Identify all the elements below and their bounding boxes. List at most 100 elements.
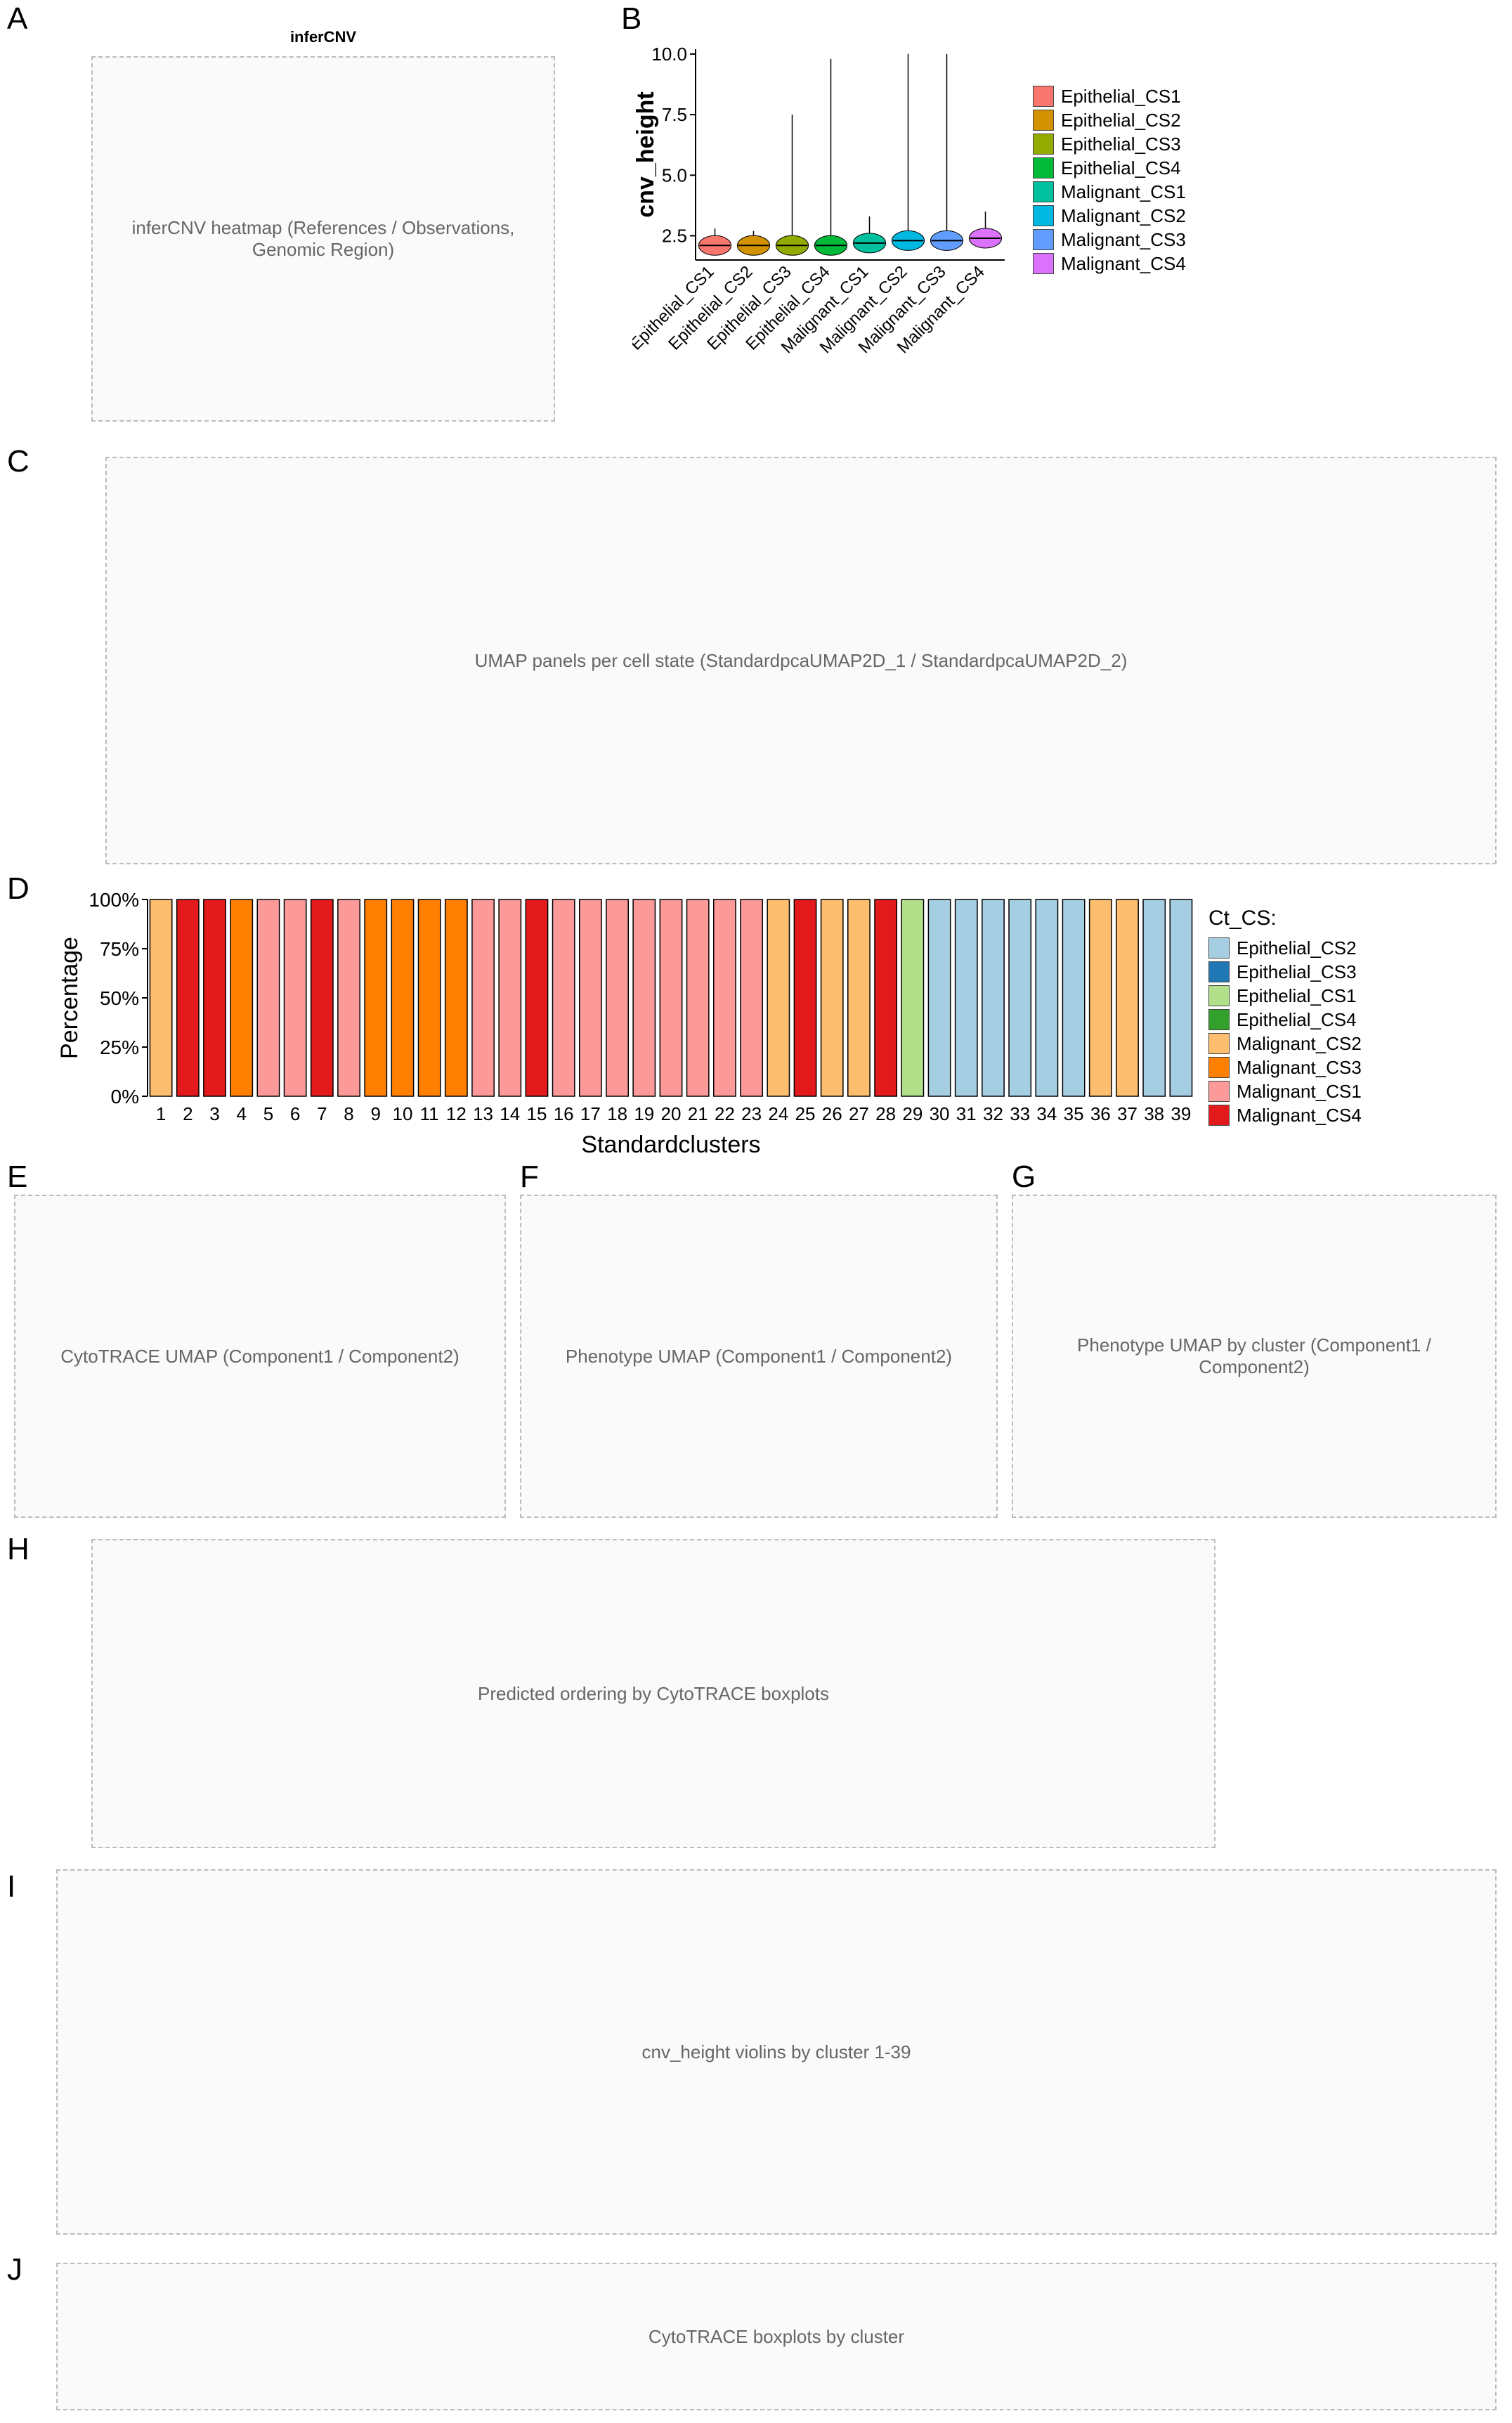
bar-segment xyxy=(1035,899,1059,1097)
panel-b-legend: Epithelial_CS1 Epithelial_CS2 Epithelial_C… xyxy=(1033,84,1186,275)
x-tick-label: 22 xyxy=(715,1103,735,1124)
y-tick-label: 25% xyxy=(100,1037,139,1058)
y-tick-label: 0% xyxy=(111,1086,139,1107)
x-tick-label: 30 xyxy=(930,1103,950,1124)
bar-segment xyxy=(740,899,764,1097)
x-tick-label: 38 xyxy=(1144,1103,1164,1124)
x-tick-label: 5 xyxy=(263,1103,273,1124)
y-tick-label: 5.0 xyxy=(662,164,687,186)
x-tick-label: 6 xyxy=(290,1103,300,1124)
legend-item: Epithelial_CS1 xyxy=(1208,984,1362,1008)
legend-label: Malignant_CS4 xyxy=(1237,1104,1362,1126)
infercnv-title: inferCNV xyxy=(289,28,357,46)
legend-swatch xyxy=(1033,253,1054,274)
x-tick-label: 33 xyxy=(1010,1103,1030,1124)
x-tick-label: 20 xyxy=(661,1103,682,1124)
legend-swatch xyxy=(1208,1105,1230,1126)
bar-segment xyxy=(552,899,575,1097)
x-tick-label: 19 xyxy=(634,1103,654,1124)
legend-swatch xyxy=(1033,86,1054,107)
bar-segment xyxy=(927,899,951,1097)
y-tick-label: 100% xyxy=(89,889,139,911)
panel-label-f: F xyxy=(520,1159,539,1194)
panel-label-a: A xyxy=(7,1,28,36)
legend-swatch xyxy=(1208,1081,1230,1102)
panel-i-placeholder: cnv_height violins by cluster 1-39 xyxy=(56,1869,1497,2235)
legend-swatch xyxy=(1033,181,1054,202)
bar-segment xyxy=(632,899,656,1097)
bar-segment xyxy=(471,899,495,1097)
legend-label: Epithelial_CS3 xyxy=(1237,961,1357,982)
bar-segment xyxy=(1062,899,1086,1097)
legend-item: Malignant_CS1 xyxy=(1208,1079,1362,1103)
bar-segment xyxy=(606,899,630,1097)
bar-segment xyxy=(820,899,844,1097)
bar-segment xyxy=(982,899,1005,1097)
legend-item: Epithelial_CS4 xyxy=(1208,1008,1362,1032)
bar-segment xyxy=(901,899,925,1097)
y-tick-label: 2.5 xyxy=(662,226,687,247)
bar-segment xyxy=(498,899,522,1097)
legend-swatch xyxy=(1033,134,1054,155)
y-tick-label: 7.5 xyxy=(662,104,687,125)
x-tick-label: 3 xyxy=(209,1103,219,1124)
legend-label: Malignant_CS1 xyxy=(1237,1080,1362,1102)
panel-label-e: E xyxy=(7,1159,28,1194)
legend-item: Malignant_CS2 xyxy=(1208,1032,1362,1055)
x-axis-label: Standardclusters xyxy=(581,1131,760,1158)
x-tick-label: 23 xyxy=(741,1103,762,1124)
panel-label-h: H xyxy=(7,1532,30,1566)
legend-swatch xyxy=(1208,961,1230,982)
legend-item: Malignant_CS4 xyxy=(1208,1103,1362,1127)
legend-swatch xyxy=(1208,985,1230,1006)
x-tick-label: 39 xyxy=(1171,1103,1191,1124)
legend-label: Malignant_CS2 xyxy=(1061,204,1186,226)
legend-item: Malignant_CS3 xyxy=(1033,228,1186,252)
bar-segment xyxy=(1088,899,1112,1097)
x-tick-label: 31 xyxy=(956,1103,977,1124)
legend-item: Epithelial_CS3 xyxy=(1033,132,1186,156)
x-tick-label: 17 xyxy=(580,1103,601,1124)
infercnv-heatmap-placeholder: inferCNV heatmap (References / Observati… xyxy=(91,56,555,422)
legend-label: Epithelial_CS4 xyxy=(1237,1008,1357,1030)
y-tick-label: 50% xyxy=(100,987,139,1009)
legend-label: Epithelial_CS2 xyxy=(1237,937,1357,959)
x-tick-label: 32 xyxy=(983,1103,1003,1124)
bar-segment xyxy=(1142,899,1166,1097)
bar-segment xyxy=(847,899,871,1097)
x-tick-label: 11 xyxy=(420,1103,439,1124)
y-tick-label: 10.0 xyxy=(651,44,687,65)
y-tick-label: 75% xyxy=(100,938,139,960)
x-tick-label: 9 xyxy=(371,1103,381,1124)
x-tick-label: 15 xyxy=(527,1103,547,1124)
bar-segment xyxy=(1116,899,1139,1097)
legend-label: Epithelial_CS1 xyxy=(1237,985,1357,1006)
legend-label: Malignant_CS3 xyxy=(1061,228,1186,250)
x-tick-label: 36 xyxy=(1090,1103,1111,1124)
bar-segment xyxy=(659,899,683,1097)
panel-label-i: I xyxy=(7,1869,16,1904)
legend-label: Malignant_CS2 xyxy=(1237,1032,1362,1054)
panel-h-placeholder: Predicted ordering by CytoTRACE boxplots xyxy=(91,1539,1216,1848)
x-tick-label: 4 xyxy=(236,1103,246,1124)
x-tick-label: 1 xyxy=(156,1103,166,1124)
bar-segment xyxy=(444,899,468,1097)
legend-item: Malignant_CS2 xyxy=(1033,204,1186,228)
x-tick-label: 14 xyxy=(500,1103,520,1124)
legend-swatch xyxy=(1208,937,1230,959)
legend-item: Epithelial_CS3 xyxy=(1208,960,1362,984)
bar-segment xyxy=(954,899,978,1097)
legend-label: Epithelial_CS4 xyxy=(1061,157,1181,178)
x-tick-label: 24 xyxy=(768,1103,788,1124)
x-tick-label: 29 xyxy=(902,1103,923,1124)
bar-segment xyxy=(1169,899,1193,1097)
bar-segment xyxy=(1008,899,1032,1097)
panel-f-placeholder: Phenotype UMAP (Component1 / Component2) xyxy=(520,1195,998,1518)
bar-segment xyxy=(203,899,226,1097)
bar-segment xyxy=(391,899,415,1097)
legend-item: Epithelial_CS2 xyxy=(1208,936,1362,960)
x-tick-label: 7 xyxy=(317,1103,327,1124)
panel-label-j: J xyxy=(7,2252,22,2287)
bar-segment xyxy=(712,899,736,1097)
legend-item: Epithelial_CS2 xyxy=(1033,108,1186,132)
